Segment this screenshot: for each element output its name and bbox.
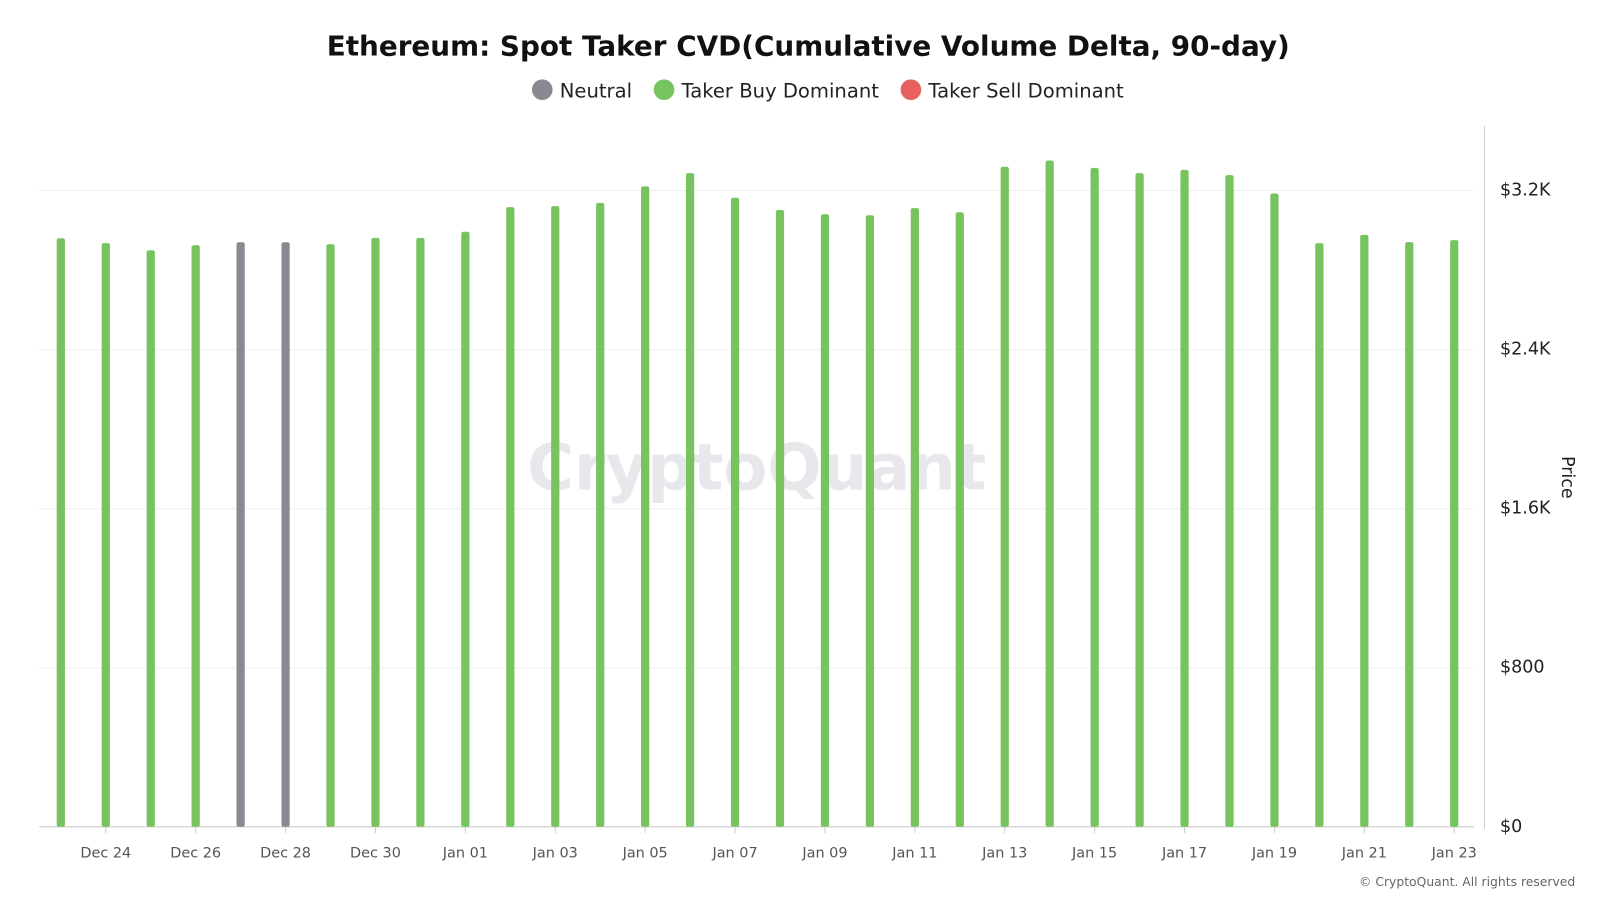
bar <box>641 186 650 827</box>
x-tick-label: Jan 11 <box>891 846 937 862</box>
x-tick-label: Dec 28 <box>260 846 311 862</box>
x-tick-label: Jan 23 <box>1431 846 1477 862</box>
bar <box>101 243 110 827</box>
x-tick-label: Jan 13 <box>981 846 1027 862</box>
x-tick-label: Jan 15 <box>1071 846 1117 862</box>
bar <box>1315 243 1324 827</box>
bar <box>1450 240 1459 827</box>
bar <box>865 215 875 827</box>
x-tick-label: Jan 01 <box>442 846 488 862</box>
bar <box>685 173 695 827</box>
bar <box>281 242 290 827</box>
bar <box>596 202 605 827</box>
legend-marker <box>531 79 553 100</box>
bar <box>1090 167 1099 827</box>
bar <box>416 237 425 827</box>
bar <box>1225 175 1234 827</box>
y-tick-label: $1.6K <box>1500 499 1551 519</box>
x-tick-label: Jan 17 <box>1161 846 1207 862</box>
y-tick-label: $800 <box>1500 658 1545 678</box>
bar <box>461 231 470 827</box>
x-tick-label: Jan 19 <box>1251 846 1297 862</box>
bar <box>191 245 200 827</box>
bar <box>1000 166 1009 827</box>
x-tick-label: Jan 07 <box>711 846 757 862</box>
bar <box>56 238 65 827</box>
source: © CryptoQuant. All rights reserved <box>1359 875 1575 889</box>
bar <box>236 242 245 827</box>
legend-label: Taker Buy Dominant <box>681 79 880 102</box>
chart-title: Ethereum: Spot Taker CVD(Cumulative Volu… <box>327 29 1290 62</box>
bar <box>1405 242 1414 827</box>
legend-marker <box>653 79 675 100</box>
x-tick-label: Jan 09 <box>801 846 847 862</box>
bar <box>955 212 964 827</box>
x-tick-label: Jan 03 <box>532 846 578 862</box>
legend-marker <box>900 79 922 100</box>
bar <box>506 207 515 827</box>
bar <box>910 208 919 827</box>
bar <box>730 197 740 827</box>
y-tick-label: $3.2K <box>1500 181 1551 201</box>
bar <box>1135 173 1144 827</box>
y-tick-label: $0 <box>1500 817 1522 837</box>
bar <box>775 210 785 827</box>
bar <box>1270 193 1279 827</box>
legend-label: Taker Sell Dominant <box>927 79 1124 102</box>
bar <box>1360 234 1369 827</box>
bar <box>1045 160 1054 827</box>
bar <box>1180 169 1189 827</box>
x-tick-label: Jan 05 <box>622 846 668 862</box>
bar <box>146 250 155 827</box>
x-tick-label: Dec 26 <box>170 846 221 862</box>
bar <box>326 244 335 827</box>
x-tick-label: Jan 21 <box>1341 846 1387 862</box>
bar <box>820 214 830 827</box>
bar <box>371 237 380 827</box>
legend-label: Neutral <box>560 79 632 102</box>
x-tick-label: Dec 24 <box>80 846 131 862</box>
x-tick-label: Dec 30 <box>350 846 401 862</box>
bar <box>551 206 560 827</box>
y-axis-label: Price <box>1557 456 1577 499</box>
y-tick-label: $2.4K <box>1500 340 1551 360</box>
